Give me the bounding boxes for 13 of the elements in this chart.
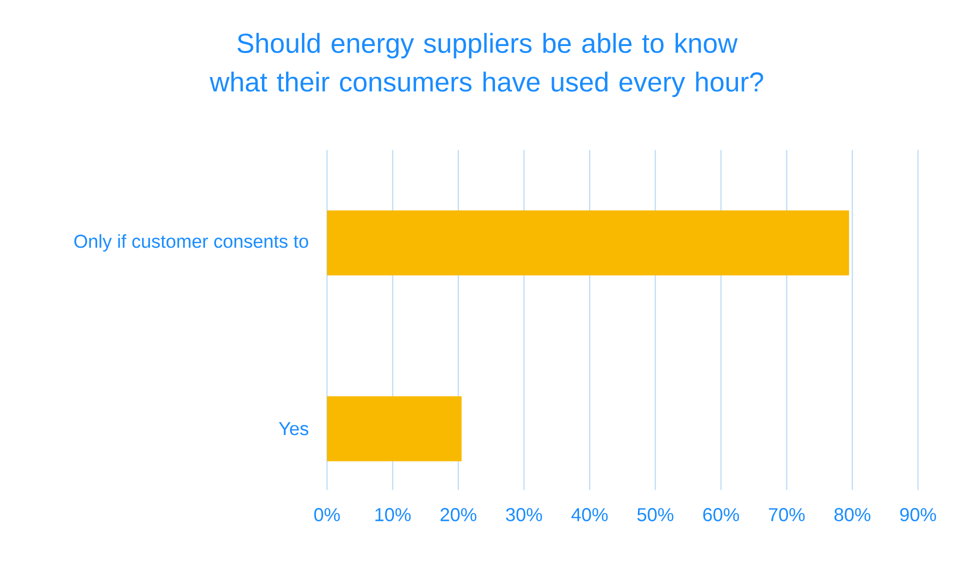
y-tick-label: Only if customer consents to	[74, 234, 308, 252]
x-tick-label: 90%	[900, 508, 936, 522]
chart-title: Should energy suppliers be able to know what their consumers have used every hour?	[210, 32, 764, 98]
y-tick-label: Yes	[278, 422, 308, 436]
x-tick-label: 70%	[768, 508, 805, 522]
x-tick-label: 10%	[375, 508, 411, 522]
x-tick-label: 80%	[834, 508, 870, 522]
x-tick-label: 30%	[506, 508, 542, 522]
x-tick-label: 50%	[637, 508, 674, 522]
x-tick-label: 0%	[314, 508, 340, 522]
x-tick-label: 20%	[440, 508, 476, 522]
x-tick-label: 40%	[571, 508, 608, 522]
x-tick-label: 60%	[703, 508, 740, 522]
